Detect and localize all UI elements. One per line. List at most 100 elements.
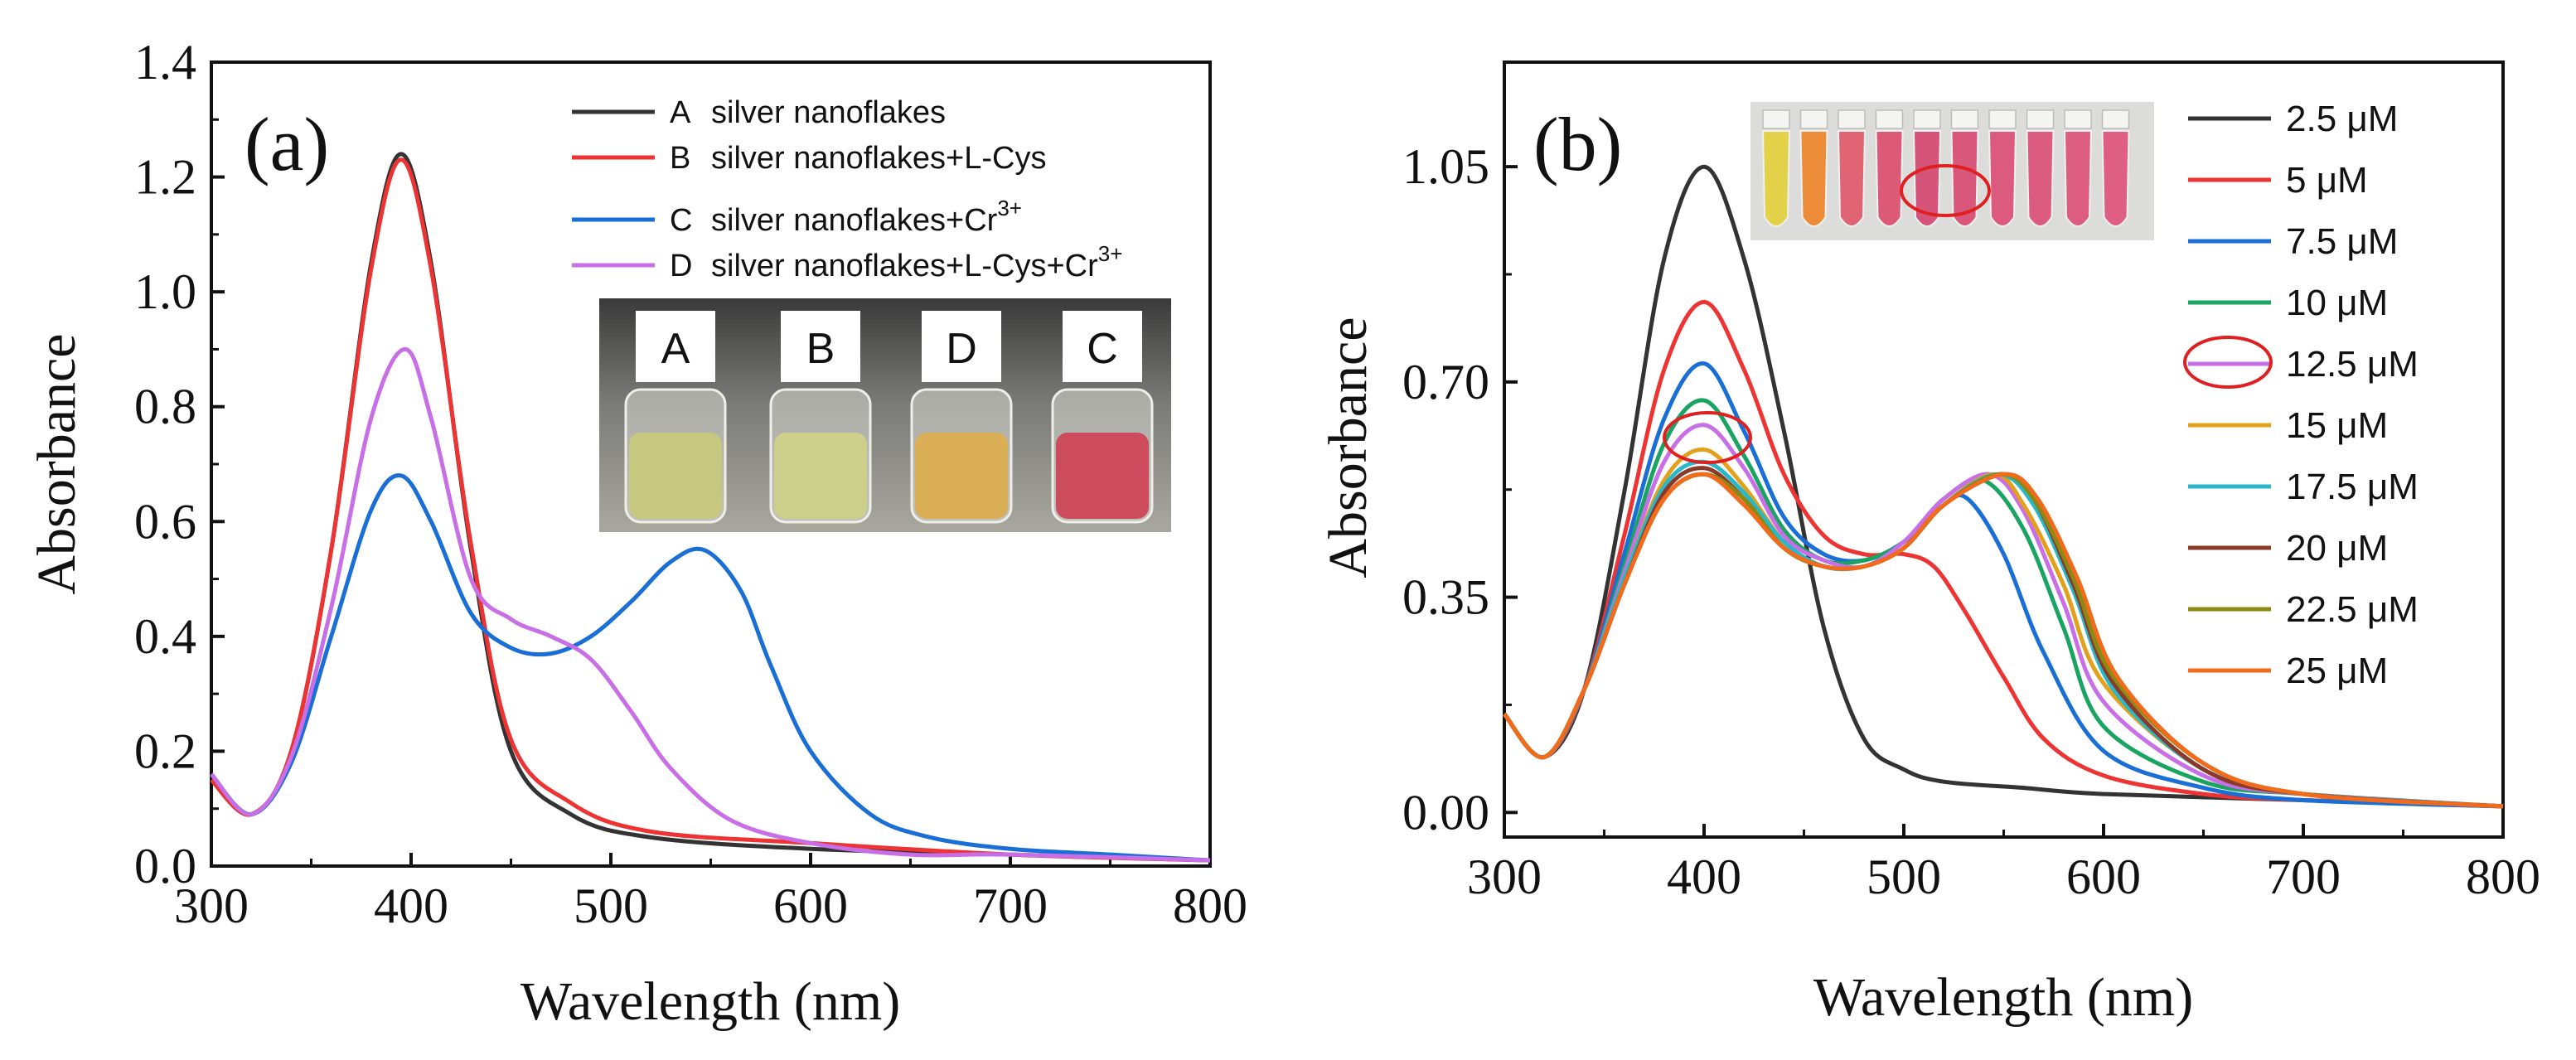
panel-a-ytick-label: 1.0 [134, 264, 196, 319]
panel-a: 300 400 500 600 700 800 0.0 0.2 0.4 0.6 0.8 1.0 1.2 1… [27, 35, 1247, 1032]
vial-cap [1838, 109, 1866, 129]
vial-tube [1912, 130, 1942, 227]
vial-cap [2064, 109, 2092, 129]
vial-label-card [781, 311, 860, 382]
panel-a-y-title: Absorbance [27, 333, 87, 594]
panel-b-ytick-label: 0.70 [1402, 355, 1489, 409]
panel-a-xtick-label: 300 [174, 878, 249, 933]
vial-tube [2063, 130, 2093, 227]
vial-cap [2026, 109, 2055, 129]
panel-a-label: (a) [245, 102, 329, 186]
vial-cap [1950, 109, 1979, 129]
vial-tube [1950, 130, 1979, 227]
panel-b-xtick-label: 400 [1667, 849, 1741, 904]
legend-a-label-C: silver nanoflakes+Cr3+ [711, 196, 1022, 238]
legend-a-label-D: silver nanoflakes+L-Cys+Cr3+ [711, 241, 1122, 283]
panel-b-ytick-label: 0.00 [1402, 785, 1489, 840]
vial-liquid [629, 433, 722, 519]
vial-cap [2101, 109, 2130, 129]
vial-tube [1761, 130, 1791, 227]
inset-b-highlight-circle [1900, 164, 1991, 217]
panel-b-ytick-label: 0.35 [1402, 570, 1489, 625]
panel-b-series-1 [1503, 299, 2504, 809]
vial-cap [1762, 109, 1790, 129]
legend-b-label: 17.5 μM [2286, 467, 2419, 507]
vial-cap [1799, 109, 1828, 129]
panel-b-ytick-label: 1.05 [1402, 139, 1489, 194]
legend-a-key-A: A [670, 95, 691, 130]
panel-b-inset-photo [1750, 102, 2154, 240]
panel-a-series-2 [210, 473, 1211, 863]
vial-tube [2101, 130, 2130, 227]
panel-b-series-8 [1503, 472, 2504, 809]
panel-a-xtick-label: 600 [773, 878, 848, 933]
panel-b-legend: 2.5 μM 5 μM 7.5 μM 10 μM 12.5 μM 15 μM 17.5 μM… [2188, 99, 2419, 691]
panel-a-ytick-label: 0.2 [134, 724, 196, 778]
vial-letter: B [806, 325, 835, 373]
legend-a-key-B: B [670, 141, 690, 176]
vial-label-card [636, 311, 715, 382]
vial-liquid [1056, 433, 1149, 519]
legend-a-label-A: silver nanoflakes [711, 95, 946, 130]
vial-tube [1837, 130, 1867, 227]
vial-letter: A [661, 325, 690, 373]
panel-a-xtick-label: 400 [374, 878, 448, 933]
vial-liquid [915, 433, 1008, 519]
vial-tube [2026, 130, 2055, 227]
panel-b-label: (b) [1533, 102, 1622, 186]
panel-a-series [210, 152, 1211, 863]
vial-cap [1875, 109, 1904, 129]
vial-label-card [1063, 311, 1142, 382]
legend-b-label: 2.5 μM [2286, 99, 2398, 139]
panel-a-ytick-label: 0.0 [134, 839, 196, 893]
panel-a-ytick-label: 0.8 [134, 380, 196, 434]
panel-b-xtick-label: 800 [2466, 849, 2540, 904]
legend-b-label: 25 μM [2286, 651, 2388, 691]
panel-b-ticks: 300 400 500 600 700 800 0.00 0.35 0.70 1.05 [1402, 139, 2540, 904]
panel-b-series [1503, 164, 2504, 809]
panel-b-xtick-label: 300 [1467, 849, 1542, 904]
vial-tube [1988, 130, 2017, 227]
vial-tube [1799, 130, 1828, 227]
panel-a-ytick-label: 0.6 [134, 494, 196, 549]
vial-tube [1875, 130, 1904, 227]
panel-b: 300 400 500 600 700 800 0.00 0.35 0.70 1.05 (b) W… [1318, 61, 2540, 1028]
panel-a-series-3 [210, 346, 1211, 863]
panel-a-xtick-label: 500 [574, 878, 648, 933]
legend-b-label: 10 μM [2286, 283, 2388, 323]
panel-a-ytick-label: 0.4 [134, 609, 196, 664]
panel-b-series-9 [1503, 472, 2504, 809]
panel-b-xtick-label: 700 [2266, 849, 2341, 904]
panel-a-xtick-label: 700 [973, 878, 1048, 933]
legend-a-key-C: C [670, 203, 692, 238]
vial-liquid [774, 433, 867, 519]
vial-label-card [922, 311, 1001, 382]
legend-b-label: 15 μM [2286, 405, 2388, 446]
legend-b-label: 12.5 μM [2286, 344, 2419, 385]
panel-b-series-0 [1503, 164, 2504, 809]
inset-b-vials [1761, 109, 2130, 227]
panel-b-xtick-label: 500 [1867, 849, 1941, 904]
legend-b-label: 20 μM [2286, 528, 2388, 569]
plot-highlight-circle [1663, 411, 1752, 464]
legend-a-label-B: silver nanoflakes+L-Cys [711, 141, 1046, 176]
panel-a-ytick-label: 1.2 [134, 150, 196, 205]
legend-b-label: 22.5 μM [2286, 589, 2419, 630]
panel-a-x-title: Wavelength (nm) [521, 971, 900, 1032]
panel-a-xtick-label: 800 [1173, 878, 1247, 933]
legend-b-label: 7.5 μM [2286, 221, 2398, 262]
panel-a-ticks: 300 400 500 600 700 800 0.0 0.2 0.4 0.6 0.8 1.0 1.2 1… [134, 35, 1247, 933]
panel-b-x-title: Wavelength (nm) [1813, 967, 2193, 1028]
panel-b-xtick-label: 600 [2066, 849, 2141, 904]
panel-a-legend: A silver nanoflakes B silver nanoflakes+… [572, 95, 1122, 283]
vial-cap [1988, 109, 2017, 129]
legend-highlight-circle [2183, 336, 2273, 389]
panel-a-ytick-label: 1.4 [134, 35, 196, 90]
vial-letter: C [1087, 325, 1118, 373]
legend-b-label: 5 μM [2286, 160, 2368, 201]
legend-a-key-D: D [670, 249, 692, 283]
vial-letter: D [946, 325, 977, 373]
